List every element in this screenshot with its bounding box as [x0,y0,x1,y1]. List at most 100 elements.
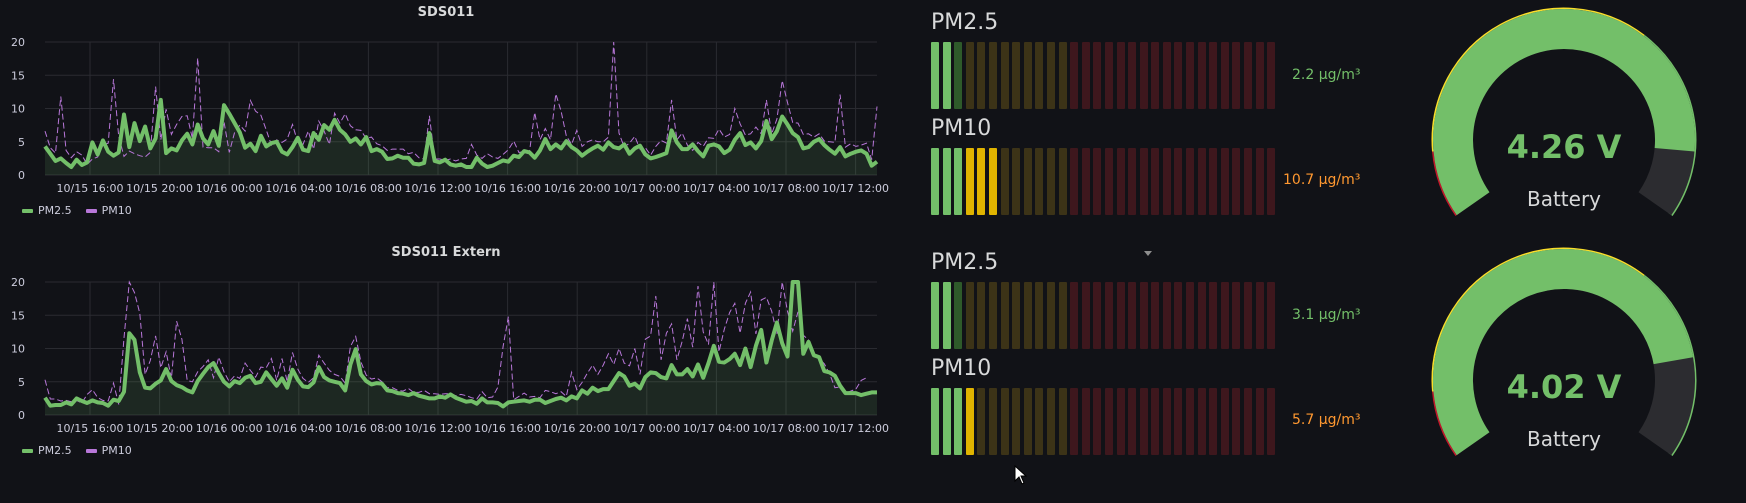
x-tick-label: 10/17 12:00 [822,422,889,435]
bargauge-cell [1220,42,1229,109]
pm25-swatch-icon [22,208,33,213]
timeseries-panel-sds011[interactable]: SDS011 0 5 10 15 20 10/15 16:00 10/15 20:00 10/… [0,0,892,225]
line-chart[interactable]: 0 5 10 15 20 10/15 16:00 10/15 20:00 10/16 00:0… [0,262,892,447]
bargauge-panel-sds011[interactable]: PM2.5 2.2 µg/m³ PM10 10.7 µg/m³ [920,0,1370,225]
panel-menu-chevron-down-icon[interactable] [1144,251,1152,256]
bargauge-cell [1186,282,1195,349]
bargauge-cell [977,282,986,349]
bargauge-cell [1000,388,1009,455]
bargauge-cell [1058,42,1067,109]
x-tick-label: 10/16 00:00 [196,182,263,195]
bargauge-cell [988,388,997,455]
x-tick-label: 10/16 20:00 [544,182,611,195]
gauge-label: Battery [1526,427,1602,451]
bargauge-cell [1151,388,1160,455]
bargauge-cell [1174,282,1183,349]
x-tick-label: 10/16 04:00 [265,182,332,195]
bargauge-cell [1058,282,1067,349]
x-tick-label: 10/17 12:00 [822,182,889,195]
bargauge-cell [1186,388,1195,455]
bargauge-cell [1046,282,1055,349]
bargauge-cell [1035,42,1044,109]
bargauge-cell [1081,42,1090,109]
bargauge-cell [1139,388,1148,455]
bargauge-cell [1267,42,1276,109]
bargauge-cell [1220,148,1229,215]
series-line-pm25[interactable] [43,97,879,169]
bargauge-cell [1151,282,1160,349]
bargauge-cell [1151,42,1160,109]
bargauge-cell [1209,282,1218,349]
bargauge-cell [1012,42,1021,109]
y-tick-label: 15 [11,69,25,82]
bargauge-cell [954,282,963,349]
bargauge-cell [1162,42,1171,109]
bargauge-title-pm25: PM2.5 [931,10,999,35]
legend-item-pm25[interactable]: PM2.5 [22,444,72,457]
x-tick-label: 10/15 20:00 [126,182,193,195]
legend-label: PM2.5 [38,444,72,457]
legend-label: PM2.5 [38,204,72,217]
bargauge-cell [1162,148,1171,215]
x-tick-label: 10/16 08:00 [335,182,402,195]
bargauge-cell [1046,42,1055,109]
x-tick-label: 10/15 16:00 [57,182,124,195]
bargauge-cell [931,148,939,215]
bargauge-cell [965,148,974,215]
bargauge-cell [1104,388,1113,455]
bargauge-cell [1058,148,1067,215]
bargauge-cell [1267,282,1276,349]
bargauge-cell [942,388,951,455]
bargauge-cell [1244,42,1253,109]
x-tick-label: 10/16 08:00 [335,422,402,435]
bargauge-cell [1186,42,1195,109]
bargauge-cell [1232,42,1241,109]
bargauge-cell [1012,148,1021,215]
bargauge-cell [1081,388,1090,455]
bargauge-cell [1209,388,1218,455]
gauge-value-arc [1433,9,1696,216]
legend-item-pm10[interactable]: PM10 [85,444,132,457]
x-tick-label: 10/17 04:00 [683,422,750,435]
mouse-pointer-icon [1014,465,1028,485]
bargauge-value-pm10: 5.7 µg/m³ [1292,412,1361,428]
y-tick-label: 10 [11,103,25,116]
bargauge-cell [1255,42,1264,109]
bargauge-cell [1023,282,1032,349]
bargauge-cell [1104,148,1113,215]
bargauge-cell [1035,148,1044,215]
line-chart[interactable]: 0 5 10 15 20 10/15 16:00 10/15 20:00 10/16 00:0… [0,22,892,207]
bargauge-cell [1116,42,1125,109]
gauge-panel-battery-1[interactable]: 4.26 V Battery [1390,0,1740,225]
legend-item-pm10[interactable]: PM10 [85,204,132,217]
series-line-pm25[interactable] [43,280,877,409]
bargauge-cell [1128,42,1137,109]
gauge-value: 4.26 V [1506,128,1622,166]
bargauge-cell [1232,148,1241,215]
bargauge-cell [1162,388,1171,455]
x-tick-label: 10/16 00:00 [196,422,263,435]
bargauge-cell [1186,148,1195,215]
bargauge-cell [1197,388,1206,455]
bargauge-cells-pm25 [931,282,1276,349]
bargauge-cell [1244,148,1253,215]
x-tick-label: 10/15 16:00 [57,422,124,435]
x-tick-label: 10/17 04:00 [683,182,750,195]
bargauge-cell [1232,282,1241,349]
bargauge-title-pm25: PM2.5 [931,250,999,275]
x-tick-label: 10/15 20:00 [126,422,193,435]
legend-item-pm25[interactable]: PM2.5 [22,204,72,217]
timeseries-panel-sds011-extern[interactable]: SDS011 Extern 0 5 10 15 20 10/15 16:00 10/15 2… [0,240,892,465]
bargauge-cell [1093,388,1102,455]
bargauge-cell [1139,42,1148,109]
gauge-value: 4.02 V [1506,368,1622,406]
pm10-swatch-icon [85,448,97,453]
bargauge-cell [1012,388,1021,455]
bargauge-panel-sds011-extern[interactable]: PM2.5 3.1 µg/m³ PM10 5.7 µg/m³ [920,240,1370,465]
bargauge-cell [1128,388,1137,455]
bargauge-cell [1116,148,1125,215]
gauge-panel-battery-2[interactable]: 4.02 V Battery [1390,240,1740,465]
bargauge-cell [1255,388,1264,455]
bargauge-cell [1070,282,1079,349]
x-tick-label: 10/16 16:00 [474,182,541,195]
